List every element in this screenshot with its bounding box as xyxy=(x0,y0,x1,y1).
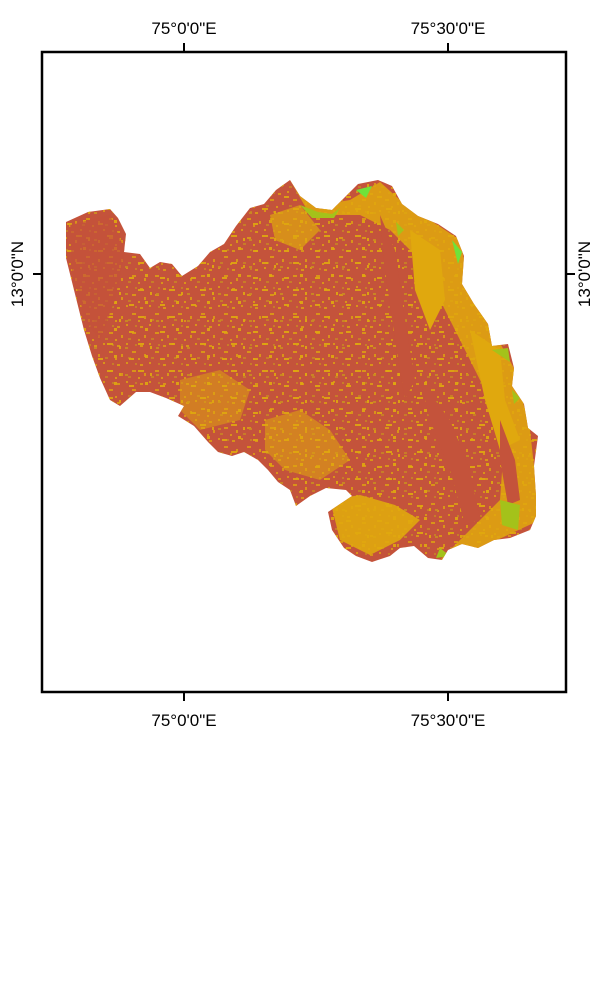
bottom-longitude-label-2: 75°30'0"E xyxy=(411,711,486,730)
left-latitude-label: 13°0'0"N xyxy=(8,241,27,307)
right-latitude-label: 13°0'0"N xyxy=(575,241,594,307)
top-longitude-label-1: 75°0'0"E xyxy=(151,19,216,38)
bottom-longitude-label-1: 75°0'0"E xyxy=(151,711,216,730)
top-longitude-label-2: 75°30'0"E xyxy=(411,19,486,38)
